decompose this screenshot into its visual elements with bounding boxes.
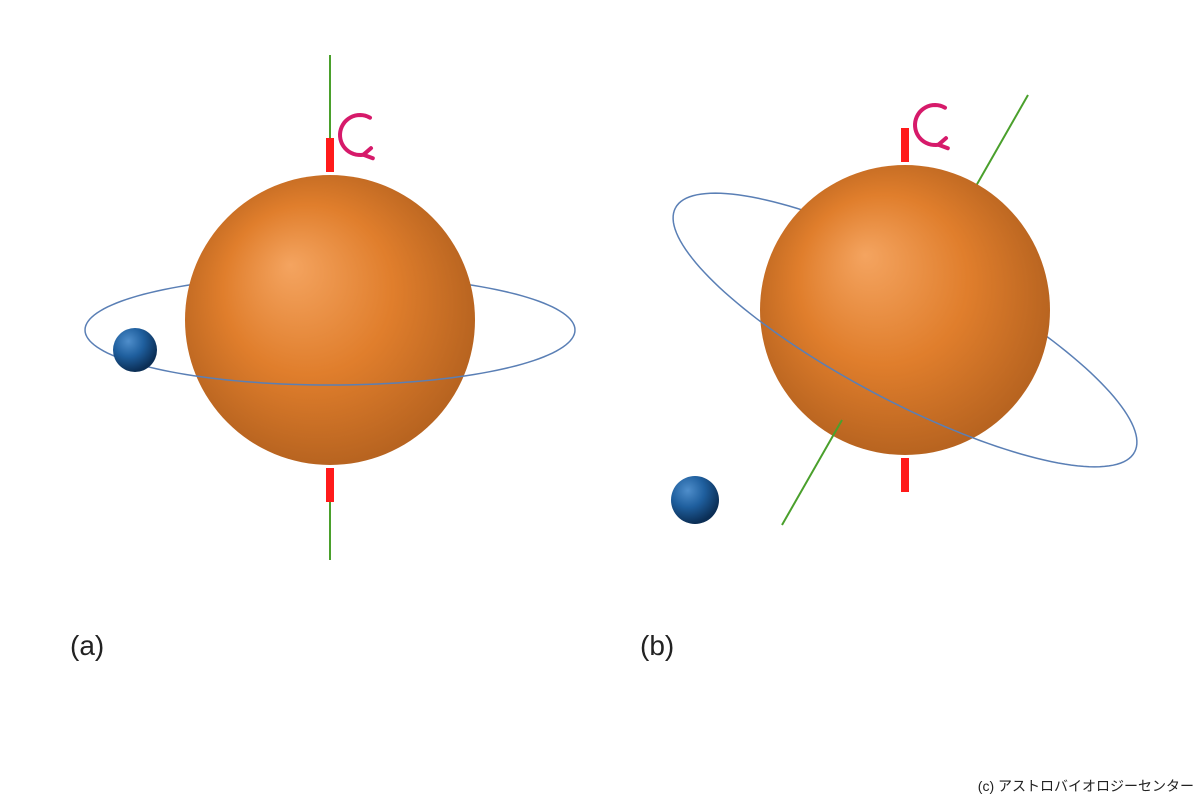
panel-b	[671, 95, 1137, 525]
orbiting-planet	[113, 328, 157, 372]
host-star	[760, 165, 1050, 455]
panel-a	[85, 55, 575, 560]
rotation-arrow-icon	[340, 115, 370, 155]
diagram-svg	[0, 0, 1200, 800]
rotation-arrow-head-icon	[363, 148, 372, 158]
diagram-stage: (a) (b) (c) アストロバイオロジーセンター	[0, 0, 1200, 800]
orbiting-planet	[671, 476, 719, 524]
host-star	[185, 175, 475, 465]
image-credit: (c) アストロバイオロジーセンター	[978, 776, 1194, 796]
rotation-arrow-icon	[915, 105, 945, 145]
panel-b-label: (b)	[640, 630, 674, 662]
panel-a-label: (a)	[70, 630, 104, 662]
rotation-arrow-head-icon	[938, 138, 947, 148]
orbital-axis-line	[782, 420, 842, 525]
